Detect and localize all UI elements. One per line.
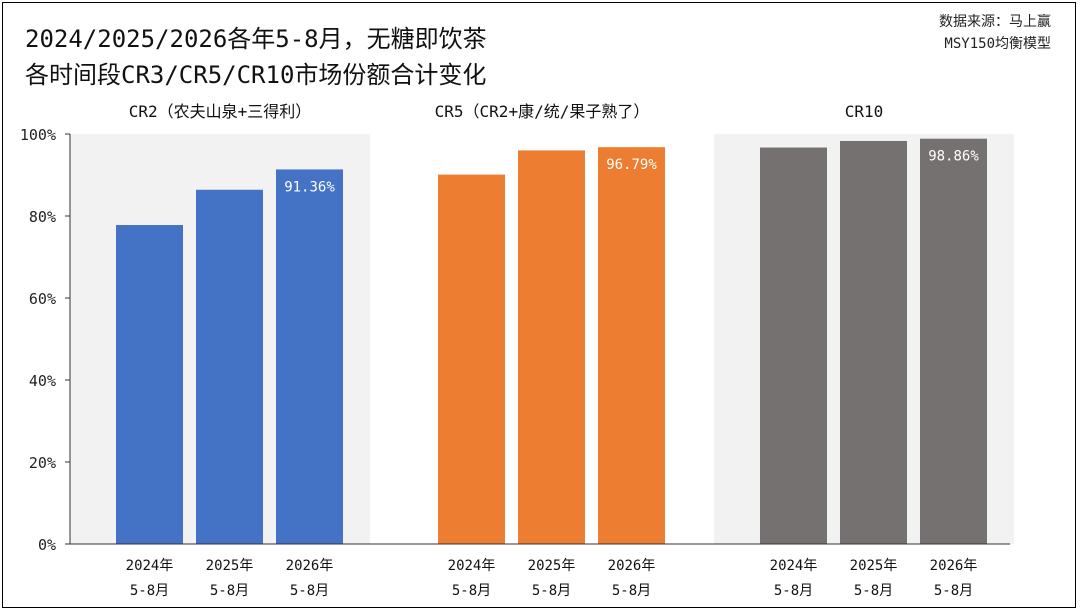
group-title: CR2（农夫山泉+三得利） [129, 102, 312, 121]
bar [276, 169, 343, 544]
data-label: 91.36% [284, 179, 335, 195]
chart-title-line-1: 2024/2025/2026各年5-8月，无糖即饮茶 [25, 25, 487, 53]
y-tick-label: 20% [29, 454, 56, 472]
bar [116, 225, 183, 544]
bar [598, 147, 665, 544]
x-tick-label-period: 5-8月 [612, 583, 651, 599]
group-title: CR5（CR2+康/统/果子熟了） [435, 102, 650, 121]
x-tick-label-period: 5-8月 [452, 583, 491, 599]
y-tick-label: 100% [20, 126, 56, 144]
y-tick-label: 60% [29, 290, 56, 308]
bar [760, 147, 827, 544]
data-label: 96.79% [606, 157, 657, 173]
chart-title: 2024/2025/2026各年5-8月，无糖即饮茶 各时间段CR3/CR5/C… [25, 21, 487, 93]
x-tick-label-year: 2024年 [770, 558, 818, 574]
x-tick-label-period: 5-8月 [774, 583, 813, 599]
x-tick-label-period: 5-8月 [210, 583, 249, 599]
bar [920, 138, 987, 544]
y-tick-label: 80% [29, 208, 56, 226]
x-tick-label-year: 2025年 [850, 558, 898, 574]
x-tick-label-period: 5-8月 [934, 583, 973, 599]
x-tick-label-period: 5-8月 [290, 583, 329, 599]
bar [438, 174, 505, 544]
chart-title-line-2: 各时间段CR3/CR5/CR10市场份额合计变化 [25, 61, 487, 89]
x-tick-label-year: 2026年 [930, 558, 978, 574]
x-tick-label-year: 2025年 [528, 558, 576, 574]
bar [518, 150, 585, 544]
data-source-line-2: MSY150均衡模型 [944, 36, 1051, 52]
bar [840, 140, 907, 544]
x-tick-label-period: 5-8月 [532, 583, 571, 599]
x-tick-label-year: 2026年 [608, 558, 656, 574]
x-tick-label-year: 2024年 [126, 558, 174, 574]
x-tick-label-year: 2026年 [286, 558, 334, 574]
group-title: CR10 [845, 102, 884, 121]
data-source-line-1: 数据来源：马上赢 [939, 14, 1051, 30]
x-tick-label-period: 5-8月 [854, 583, 893, 599]
x-tick-label-period: 5-8月 [130, 583, 169, 599]
x-tick-label-year: 2024年 [448, 558, 496, 574]
y-tick-label: 0% [38, 536, 56, 554]
bar [196, 189, 263, 544]
y-tick-label: 40% [29, 372, 56, 390]
data-source-note: 数据来源：马上赢 MSY150均衡模型 [939, 11, 1051, 55]
data-label: 98.86% [928, 149, 979, 165]
x-tick-label-year: 2025年 [206, 558, 254, 574]
